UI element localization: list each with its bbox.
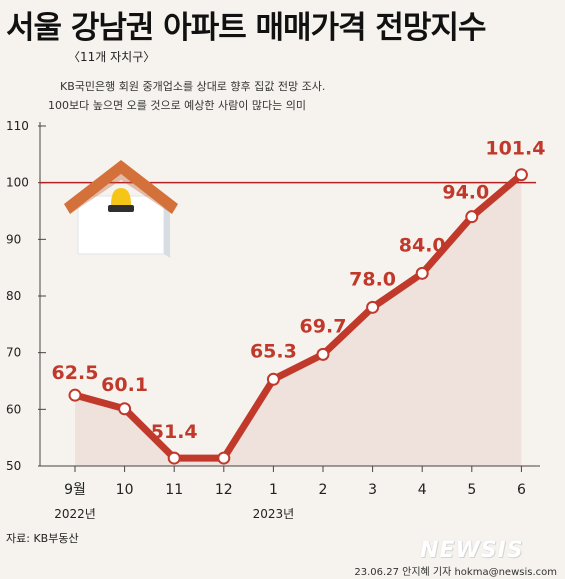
- chart-subtitle: 〈11개 자치구〉: [68, 50, 156, 64]
- x-tick-label: 6: [517, 482, 526, 498]
- y-tick-label: 80: [6, 289, 21, 303]
- x-tick-label: 2: [319, 482, 328, 498]
- data-point: [217, 451, 231, 465]
- data-point: [118, 402, 132, 416]
- data-point: [415, 266, 429, 280]
- house-light-base: [108, 205, 134, 212]
- y-tick-label: 100: [6, 176, 29, 190]
- chart-note-line2: 100보다 높으면 오를 것으로 예상한 사람이 많다는 의미: [48, 99, 306, 112]
- y-tick-label: 50: [6, 459, 21, 473]
- data-point: [366, 300, 380, 314]
- house-side: [164, 200, 170, 258]
- y-tick-label: 60: [6, 402, 21, 416]
- data-label: 51.4: [151, 421, 198, 443]
- x-tick-label: 11: [165, 482, 183, 498]
- data-point: [266, 372, 280, 386]
- house-roof: [64, 160, 178, 214]
- data-label: 60.1: [101, 374, 148, 396]
- x-tick-label: 1: [269, 482, 278, 498]
- series-line: [71, 171, 525, 462]
- y-tick-label: 110: [6, 119, 29, 133]
- y-tick-label: 70: [6, 346, 21, 360]
- data-point: [167, 451, 181, 465]
- data-label: 84.0: [399, 234, 446, 256]
- data-point: [68, 388, 82, 402]
- data-point: [514, 168, 528, 182]
- newsis-watermark: NEWSIS: [420, 538, 524, 563]
- data-label: 78.0: [349, 268, 396, 290]
- x-tick-label: 10: [116, 482, 134, 498]
- data-label: 94.0: [442, 182, 489, 204]
- year-label: 2022년: [54, 507, 96, 521]
- data-label: 62.5: [52, 362, 99, 384]
- chart-note-line1: KB국민은행 회원 중개업소를 상대로 향후 집값 전망 조사.: [60, 80, 326, 93]
- x-tick-label: 9월: [64, 482, 86, 498]
- source-note: 자료: KB부동산: [6, 532, 79, 545]
- page-title: 서울 강남권 아파트 매매가격 전망지수: [6, 10, 486, 46]
- data-label: 101.4: [485, 138, 545, 160]
- area-fill: [75, 174, 522, 466]
- x-tick-label: 4: [418, 482, 427, 498]
- x-tick-label: 12: [215, 482, 233, 498]
- house-light-bulb: [111, 188, 131, 205]
- data-label: 65.3: [250, 340, 297, 362]
- data-label: 69.7: [300, 315, 347, 337]
- house-icon: [64, 160, 178, 258]
- x-tick-label: 3: [368, 482, 377, 498]
- data-point: [465, 210, 479, 224]
- x-tick-label: 5: [467, 482, 476, 498]
- data-point: [316, 347, 330, 361]
- year-label: 2023년: [253, 507, 295, 521]
- byline: 23.06.27 안지혜 기자 hokma@newsis.com: [354, 567, 557, 578]
- y-tick-label: 90: [6, 232, 21, 246]
